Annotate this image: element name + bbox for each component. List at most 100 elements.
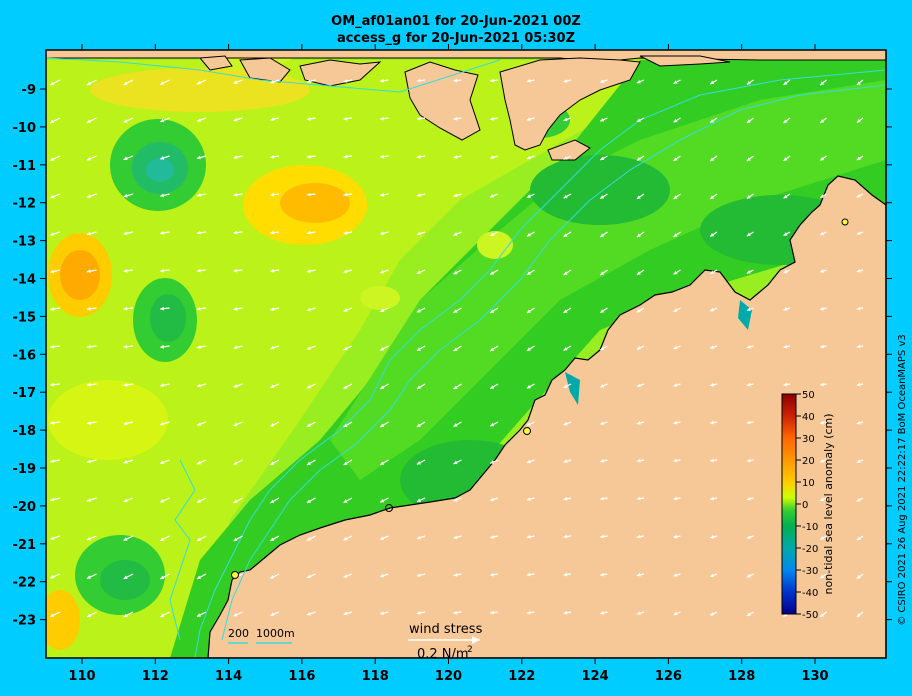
- wind-arrow: [636, 231, 645, 238]
- wind-arrow: [196, 611, 207, 618]
- wind-arrow: [50, 611, 61, 618]
- wind-arrow: [50, 193, 61, 199]
- wind-arrow: [819, 155, 827, 161]
- wind-arrow: [160, 231, 170, 235]
- wind-arrow: [746, 420, 754, 425]
- wind-arrow: [820, 306, 827, 311]
- wind-arrow: [600, 79, 608, 84]
- wind-arrow: [159, 611, 170, 618]
- wind-arrow: [50, 535, 61, 541]
- wind-arrow: [490, 535, 499, 539]
- wind-arrow: [269, 535, 280, 542]
- wind-arrow: [380, 231, 389, 236]
- wind-arrow: [343, 535, 353, 541]
- wind-arrow: [746, 117, 754, 124]
- credit-text: © CSIRO 2021 26 Aug 2021 22:22:17 BoM Oc…: [897, 334, 908, 626]
- wind-arrow: [343, 116, 353, 121]
- wind-arrow: [746, 155, 754, 162]
- wind-arrow: [123, 306, 134, 311]
- wind-arrow: [600, 458, 608, 463]
- wind-arrow: [343, 421, 353, 428]
- colorbar-tick-label: 40: [802, 412, 815, 423]
- wind-arrow: [856, 193, 864, 198]
- wind-arrow: [636, 269, 645, 276]
- lat-tick-label: -22: [13, 576, 37, 591]
- wind-arrow: [856, 420, 864, 425]
- wind-arrow: [380, 78, 389, 83]
- depth-label-1000: 1000m: [256, 627, 295, 640]
- wind-arrow: [380, 611, 389, 615]
- wind-arrow: [526, 155, 535, 160]
- wind-arrow: [343, 231, 353, 235]
- wind-arrow: [453, 307, 462, 314]
- wind-arrow: [673, 269, 681, 275]
- lon-tick-label: 116: [288, 669, 315, 684]
- wind-arrow: [233, 79, 243, 85]
- wind-arrow: [600, 496, 608, 501]
- lon-tick-label: 130: [801, 669, 828, 684]
- wind-arrow: [196, 306, 207, 311]
- wind-arrow: [270, 79, 280, 84]
- wind-arrow: [600, 572, 608, 577]
- wind-arrow: [710, 535, 718, 539]
- wind-arrow: [526, 421, 535, 427]
- wind-arrow: [636, 534, 645, 539]
- wind-arrow: [563, 307, 572, 314]
- lon-tick-label: 124: [582, 669, 609, 684]
- wind-arrow: [416, 459, 426, 465]
- wind-arrow: [673, 496, 681, 501]
- wind-arrow: [636, 79, 645, 84]
- wind-arrow: [453, 610, 462, 615]
- wind-arrow: [270, 345, 280, 350]
- wind-arrow: [86, 117, 97, 124]
- wind-arrow: [489, 307, 499, 314]
- wind-arrow: [856, 155, 864, 161]
- wind-arrow: [416, 610, 426, 615]
- wind-arrow: [453, 116, 462, 121]
- wind-arrow: [453, 573, 462, 577]
- wind-arrow: [636, 307, 645, 313]
- wind-arrow: [416, 116, 426, 121]
- wind-arrow: [526, 534, 535, 539]
- wind-arrow: [306, 345, 316, 350]
- colorbar-tick-label: -10: [802, 522, 818, 533]
- wind-arrow: [489, 459, 499, 464]
- wind-arrow: [343, 459, 353, 466]
- wind-arrow: [379, 345, 389, 351]
- wind-arrow: [636, 193, 645, 200]
- wind-arrow: [673, 345, 681, 350]
- wind-arrow: [453, 535, 462, 540]
- wind-arrow: [233, 307, 243, 311]
- wind-arrow: [709, 611, 718, 616]
- wind-arrow: [673, 193, 681, 200]
- wind-arrow: [746, 535, 754, 539]
- wind-arrow: [86, 421, 97, 425]
- wind-arrow: [636, 117, 645, 123]
- wind-arrow: [819, 79, 827, 86]
- australia-landmass: [207, 175, 886, 658]
- wind-arrow: [783, 79, 791, 86]
- wind-arrow: [196, 193, 207, 197]
- wind-arrow: [819, 117, 827, 124]
- wind-arrow: [196, 79, 207, 85]
- lon-tick-label: 110: [68, 669, 95, 684]
- wind-arrow: [673, 117, 681, 123]
- wind-arrow: [86, 611, 97, 618]
- lat-tick-label: -11: [13, 159, 37, 174]
- wind-arrow: [600, 421, 608, 426]
- wind-arrow: [563, 421, 572, 426]
- wind-arrow: [416, 535, 426, 540]
- wind-arrow: [306, 383, 316, 389]
- lon-tick-label: 112: [142, 669, 169, 684]
- wind-arrow: [746, 79, 754, 86]
- wind-arrow: [563, 459, 572, 464]
- wind-arrow: [86, 344, 97, 349]
- wind-arrow: [379, 535, 389, 541]
- colorbar-tick-label: 30: [802, 434, 815, 445]
- wind-arrow: [343, 154, 353, 159]
- wind-arrow: [196, 459, 207, 465]
- wind-arrow: [343, 497, 353, 504]
- wind-arrow: [526, 497, 535, 501]
- wind-arrow: [673, 458, 681, 463]
- map-title-line1: OM_af01an01 for 20-Jun-2021 00Z: [331, 14, 581, 29]
